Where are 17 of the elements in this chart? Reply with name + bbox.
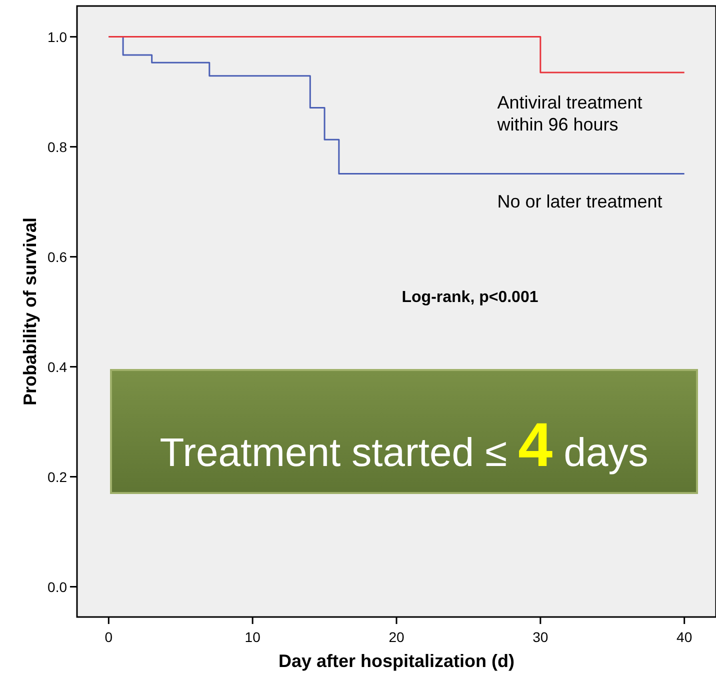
annotation: Log-rank, p<0.001	[402, 289, 538, 306]
y-axis-title: Probability of survival	[20, 217, 40, 406]
x-tick-label: 10	[244, 629, 261, 645]
series-label: No or later treatment	[497, 191, 662, 212]
x-tick-label: 0	[104, 629, 113, 645]
annotation: Treatment started ≤ 4 days	[160, 411, 648, 480]
x-tick-label: 30	[532, 629, 548, 645]
y-tick-label: 0.0	[48, 578, 68, 595]
y-tick-label: 0.4	[48, 358, 68, 375]
y-tick-label: 0.2	[48, 468, 68, 485]
x-axis-title: Day after hospitalization (d)	[278, 651, 515, 671]
series-label: Antiviral treatment within 96 hours	[496, 92, 642, 134]
x-tick-label: 20	[388, 629, 404, 645]
y-tick-label: 0.8	[48, 138, 68, 155]
x-tick-label: 40	[676, 629, 692, 645]
y-tick-label: 0.6	[48, 248, 68, 265]
y-tick-label: 1.0	[48, 28, 68, 45]
